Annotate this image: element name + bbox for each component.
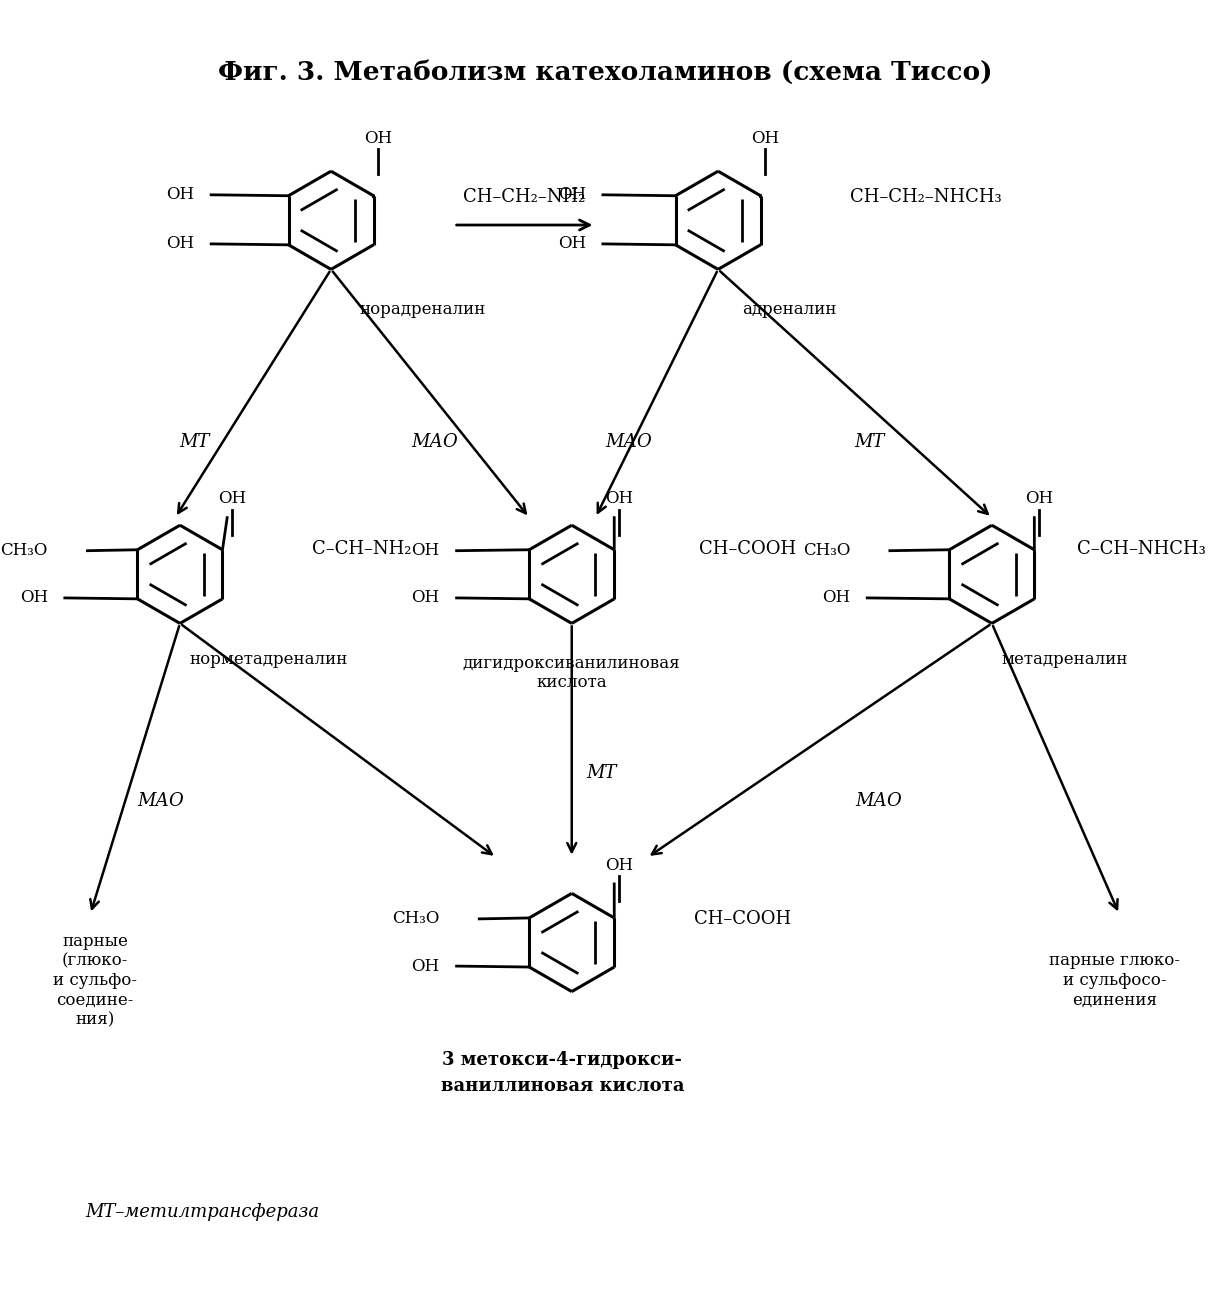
Text: C–CH–NHCH₃: C–CH–NHCH₃ (1077, 540, 1206, 558)
Text: адреналин: адреналин (742, 302, 836, 318)
Text: МТ: МТ (854, 433, 885, 452)
Text: Фиг. 3. Метаболизм катехоламинов (схема Тиссо): Фиг. 3. Метаболизм катехоламинов (схема … (219, 60, 993, 84)
Text: норадреналин: норадреналин (359, 302, 485, 318)
Text: CH–COOH: CH–COOH (699, 540, 797, 558)
Text: МАО: МАО (605, 433, 651, 452)
Text: OH: OH (166, 186, 194, 203)
Text: CH–CH₂–NHCH₃: CH–CH₂–NHCH₃ (851, 188, 1002, 206)
Text: OH: OH (605, 857, 633, 873)
Text: OH: OH (557, 186, 585, 203)
Text: OH: OH (605, 490, 633, 507)
Text: парные
(глюко-
и сульфо-
соедине-
ния): парные (глюко- и сульфо- соедине- ния) (53, 933, 137, 1027)
Text: CH–CH₂–NH₂: CH–CH₂–NH₂ (463, 188, 585, 206)
Text: OH: OH (412, 958, 440, 974)
Text: метадреналин: метадреналин (1001, 651, 1128, 668)
Text: МАО: МАО (412, 433, 458, 452)
Text: OH: OH (218, 490, 246, 507)
Text: МАО: МАО (138, 792, 185, 810)
Text: OH: OH (752, 129, 780, 146)
Text: CH₃O: CH₃O (0, 542, 48, 559)
Text: OH: OH (20, 589, 48, 607)
Text: OH: OH (364, 129, 392, 146)
Text: OH: OH (412, 589, 440, 607)
Text: OH: OH (166, 236, 194, 252)
Text: ваниллиновая кислота: ваниллиновая кислота (441, 1077, 684, 1095)
Text: OH: OH (1025, 490, 1053, 507)
Text: МТ: МТ (585, 763, 616, 782)
Text: кислота: кислота (536, 674, 607, 691)
Text: норметадреналин: норметадреналин (189, 651, 348, 668)
Text: парные глюко-
и сульфосо-
единения: парные глюко- и сульфосо- единения (1048, 952, 1180, 1008)
Text: OH: OH (822, 589, 851, 607)
Text: OH: OH (412, 542, 440, 559)
Text: OH: OH (557, 236, 585, 252)
Text: дигидроксиванилиновая: дигидроксиванилиновая (463, 656, 681, 673)
Text: МТ–метилтрансфераза: МТ–метилтрансфераза (86, 1202, 320, 1220)
Text: CH–COOH: CH–COOH (694, 910, 792, 928)
Text: CH₃O: CH₃O (392, 911, 440, 928)
Text: CH₃O: CH₃O (803, 542, 851, 559)
Text: C–CH–NH₂: C–CH–NH₂ (312, 540, 412, 558)
Text: МАО: МАО (855, 792, 902, 810)
Text: МТ: МТ (178, 433, 209, 452)
Text: 3 метокси-4-гидрокси-: 3 метокси-4-гидрокси- (442, 1052, 682, 1070)
